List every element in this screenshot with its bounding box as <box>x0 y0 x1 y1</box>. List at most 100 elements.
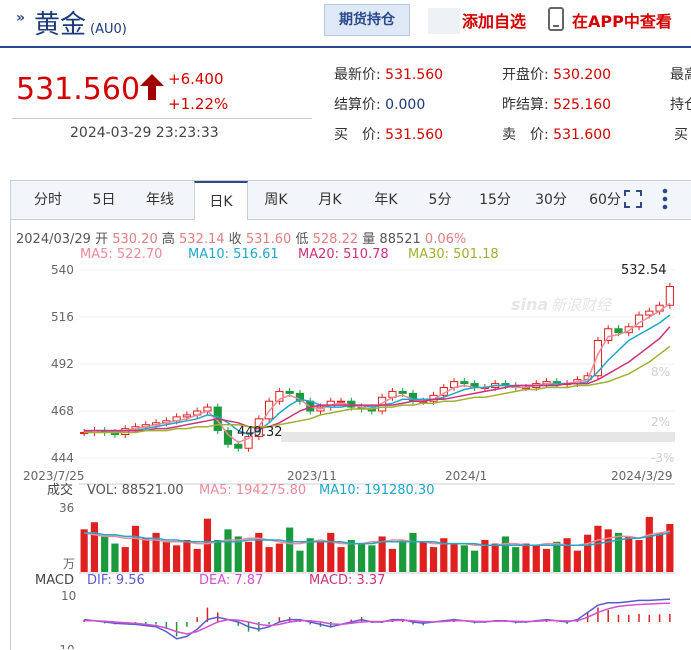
tab-8[interactable]: 15分 <box>479 192 511 208</box>
pct-tick-2: -3% <box>651 451 674 465</box>
volume-bar-39 <box>481 540 489 572</box>
divider <box>12 118 312 119</box>
pct-tick-1: 2% <box>651 415 670 429</box>
volume-ma-line-1 <box>84 532 671 547</box>
high-price-field: 最高 <box>670 67 691 83</box>
ask-price-field: 卖 价: 531.600 <box>502 127 612 143</box>
tab-5[interactable]: 月K <box>318 192 342 208</box>
candle-25 <box>336 400 346 403</box>
volume-bar-28 <box>368 545 376 572</box>
macd-dif-label: DIF: 9.56 <box>87 573 145 588</box>
macd-label: MACD <box>35 573 74 588</box>
tab-6[interactable]: 年K <box>374 192 398 208</box>
prev-settle-field: 昨结算: 525.160 <box>502 97 612 113</box>
price-change: +6.400 <box>168 70 224 88</box>
kline-chart[interactable]: 540 516 492 468 444 8% 2% -3% sina 新浪财经 532.54 449.… <box>11 260 691 649</box>
candle-51 <box>604 328 613 341</box>
volume-bar-42 <box>512 547 520 572</box>
macd-line-dea <box>84 602 670 635</box>
double-chevron-icon: » <box>16 10 26 26</box>
volume-bar-53 <box>625 536 633 572</box>
volume-bar-52 <box>614 532 623 572</box>
x-tick-2: 2024/1 <box>445 469 487 483</box>
low-annotation: 449.32 <box>237 425 283 440</box>
candle-10 <box>182 414 191 418</box>
volume-bar-29 <box>378 536 386 572</box>
candle-50 <box>593 340 603 377</box>
tab-2[interactable]: 年线 <box>146 192 174 208</box>
volume-bar-13 <box>214 540 222 572</box>
fullscreen-icon[interactable] <box>624 190 642 208</box>
candle-15 <box>234 443 243 449</box>
volume-bar-49 <box>584 534 592 572</box>
volume-bar-21 <box>296 550 304 572</box>
volume-bar-16 <box>244 541 253 572</box>
y-tick-3: 468 <box>51 404 74 418</box>
volume-bar-54 <box>635 540 643 572</box>
y-tick-4: 444 <box>51 451 74 465</box>
volume-bar-43 <box>522 543 530 572</box>
tab-3[interactable]: 日K <box>194 181 248 220</box>
volume-bar-24 <box>327 532 335 572</box>
y-tick-2: 492 <box>51 357 74 371</box>
candle-20 <box>285 390 294 394</box>
watermark-brand: sina <box>511 295 548 314</box>
candle-14 <box>223 430 233 445</box>
volume-bar-37 <box>460 545 468 572</box>
volume-bar-30 <box>388 548 397 572</box>
volume-bar-51 <box>604 529 612 572</box>
quote-time: 2024-03-29 23:23:33 <box>70 125 219 141</box>
latest-price-field: 最新价: 531.560 <box>334 67 444 83</box>
candle-57 <box>665 285 674 306</box>
volume-bar-38 <box>471 550 479 572</box>
ma30-label: MA30: 501.18 <box>408 247 499 262</box>
ma5-label: MA5: 522.70 <box>80 247 163 262</box>
tab-9[interactable]: 30分 <box>535 192 567 208</box>
more-icon[interactable] <box>662 188 668 210</box>
candle-53 <box>624 326 633 334</box>
volume-label: 成交 <box>47 482 73 498</box>
ma-line-ma30 <box>84 345 671 434</box>
tab-7[interactable]: 5分 <box>428 192 452 208</box>
placeholder-button[interactable] <box>428 8 460 34</box>
futures-holding-button[interactable]: 期货持仓 <box>324 4 410 36</box>
add-watchlist-button[interactable]: 添加自选 <box>462 12 527 31</box>
volume-bar-35 <box>440 538 448 572</box>
candle-55 <box>645 310 654 316</box>
volume-bar-22 <box>306 538 314 572</box>
page-title: 黄金 <box>34 10 87 40</box>
candle-31 <box>398 390 407 394</box>
open-in-app-button[interactable]: 在APP中查看 <box>572 12 672 31</box>
x-tick-3: 2024/3/29 <box>611 469 673 483</box>
settle-price-field: 结算价: 0.000 <box>334 97 426 113</box>
top-bar <box>0 0 691 48</box>
volume-bar-0 <box>80 529 88 572</box>
volume-bar-55 <box>645 516 653 572</box>
volume-bar-6 <box>142 538 150 572</box>
tab-4[interactable]: 周K <box>264 192 288 208</box>
volume-bar-31 <box>399 540 407 572</box>
volume-bar-27 <box>357 543 366 572</box>
ma-line-ma5 <box>83 302 671 444</box>
pct-tick-0: 8% <box>651 365 670 379</box>
x-tick-1: 2023/11 <box>287 469 337 483</box>
phone-icon[interactable] <box>548 7 564 31</box>
volume-unit: 万 <box>63 557 75 571</box>
gray-band <box>281 432 675 442</box>
volume-bar-9 <box>173 545 181 572</box>
ma-line-ma10 <box>84 314 671 436</box>
tab-10[interactable]: 60分 <box>589 192 621 208</box>
volume-bar-48 <box>573 550 581 572</box>
volume-bar-44 <box>532 545 540 572</box>
candle-19 <box>275 390 284 402</box>
volume-bar-15 <box>234 536 242 572</box>
tab-0[interactable]: 分时 <box>34 192 62 208</box>
tab-1[interactable]: 5日 <box>92 192 116 208</box>
macd-bottom-tick: -10 <box>55 643 75 649</box>
ma10-label: MA10: 516.61 <box>188 247 279 262</box>
volume-bar-12 <box>203 518 212 572</box>
ma-line-ma20 <box>84 326 671 432</box>
open-interest-field: 持仓 <box>670 97 691 113</box>
volume-bar-10 <box>183 540 191 572</box>
volume-ma5-label: MA5: 194275.80 <box>199 483 306 498</box>
